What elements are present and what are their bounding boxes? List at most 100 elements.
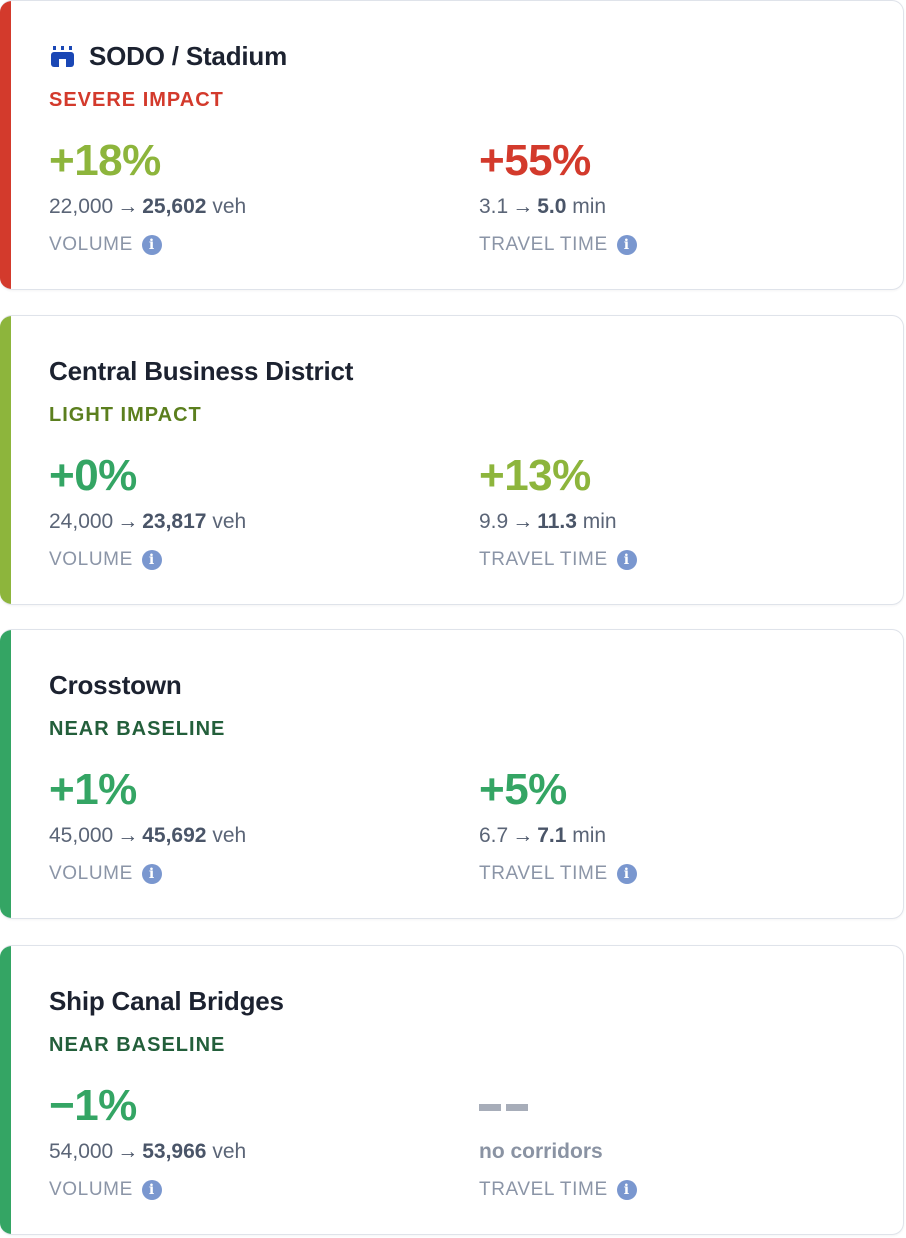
- travel-time-metric: +55% 3.1 → 5.0 min TRAVEL TIME i: [479, 135, 879, 256]
- info-icon[interactable]: i: [616, 864, 637, 884]
- travel-time-no-data-dash: [479, 1080, 879, 1132]
- travel-time-projected: 7.1: [537, 824, 567, 847]
- dash-icon: [479, 1080, 529, 1132]
- card-title-text: Ship Canal Bridges: [49, 986, 284, 1016]
- travel-time-label-row: TRAVEL TIME i: [479, 1179, 879, 1201]
- volume-detail: 22,000 → 25,602 veh: [49, 193, 449, 221]
- info-icon[interactable]: i: [616, 235, 637, 255]
- impact-level: LIGHT IMPACT: [49, 404, 202, 426]
- volume-unit: veh: [212, 195, 247, 218]
- impact-level: NEAR BASELINE: [49, 718, 226, 740]
- card-title-text: SODO / Stadium: [89, 41, 288, 71]
- impact-card-sodo-stadium: SODO / Stadium SEVERE IMPACT +18% 22,000…: [0, 0, 904, 290]
- card-title-text: Central Business District: [49, 356, 354, 386]
- travel-time-baseline: 6.7: [479, 824, 509, 847]
- impact-level: SEVERE IMPACT: [49, 89, 224, 111]
- travel-time-detail: 3.1 → 5.0 min: [479, 193, 879, 221]
- volume-label-row: VOLUME i: [49, 1179, 449, 1201]
- volume-change-pct: +0%: [49, 451, 137, 500]
- travel-time-change-pct: +13%: [479, 451, 591, 500]
- card-title: SODO / Stadium: [49, 41, 287, 72]
- card-title: Central Business District: [49, 356, 353, 387]
- arrow-glyph: →: [117, 824, 139, 847]
- travel-time-label: TRAVEL TIME: [479, 234, 608, 255]
- volume-baseline: 22,000: [49, 195, 114, 218]
- volume-metric: +0% 24,000 → 23,817 veh VOLUME i: [49, 450, 449, 571]
- card-title-text: Crosstown: [49, 670, 182, 700]
- travel-time-baseline: 3.1: [479, 195, 509, 218]
- travel-time-projected: 11.3: [537, 510, 577, 533]
- card-title: Crosstown: [49, 670, 182, 701]
- volume-detail: 24,000 → 23,817 veh: [49, 508, 449, 536]
- volume-metric: +18% 22,000 → 25,602 veh VOLUME i: [49, 135, 449, 256]
- no-corridors-text: no corridors: [479, 1140, 603, 1163]
- severity-accent-bar: [0, 316, 11, 604]
- volume-change-pct: +1%: [49, 765, 137, 814]
- volume-projected: 23,817: [142, 510, 207, 533]
- travel-time-label-row: TRAVEL TIME i: [479, 549, 879, 571]
- impact-card-central-business-district: Central Business District LIGHT IMPACT +…: [0, 315, 904, 605]
- travel-time-change-pct: +55%: [479, 136, 591, 185]
- volume-detail: 45,000 → 45,692 veh: [49, 822, 449, 850]
- travel-time-metric: +5% 6.7 → 7.1 min TRAVEL TIME i: [479, 764, 879, 885]
- arrow-glyph: →: [117, 1140, 139, 1163]
- volume-baseline: 24,000: [49, 510, 114, 533]
- info-icon[interactable]: i: [616, 1180, 637, 1200]
- volume-label: VOLUME: [49, 863, 133, 884]
- info-icon[interactable]: i: [141, 1180, 162, 1200]
- travel-time-projected: 5.0: [537, 195, 567, 218]
- severity-accent-bar: [0, 946, 11, 1234]
- volume-metric: +1% 45,000 → 45,692 veh VOLUME i: [49, 764, 449, 885]
- travel-time-label-row: TRAVEL TIME i: [479, 863, 879, 885]
- travel-time-baseline: 9.9: [479, 510, 509, 533]
- travel-time-detail: 6.7 → 7.1 min: [479, 822, 879, 850]
- volume-label-row: VOLUME i: [49, 549, 449, 571]
- severity-accent-bar: [0, 1, 11, 289]
- volume-change-pct: −1%: [49, 1081, 137, 1130]
- volume-label-row: VOLUME i: [49, 863, 449, 885]
- impact-card-crosstown: Crosstown NEAR BASELINE +1% 45,000 → 45,69…: [0, 629, 904, 919]
- volume-projected: 45,692: [142, 824, 207, 847]
- info-icon[interactable]: i: [141, 550, 162, 570]
- travel-time-unit: min: [582, 510, 617, 533]
- stadium-icon: [49, 45, 76, 69]
- travel-time-unit: min: [572, 824, 607, 847]
- volume-unit: veh: [212, 1140, 247, 1163]
- arrow-glyph: →: [512, 824, 534, 847]
- volume-projected: 25,602: [142, 195, 207, 218]
- travel-time-unit: min: [572, 195, 607, 218]
- arrow-glyph: →: [117, 510, 139, 533]
- severity-accent-bar: [0, 630, 11, 918]
- travel-time-metric: +13% 9.9 → 11.3 min TRAVEL TIME i: [479, 450, 879, 571]
- volume-baseline: 45,000: [49, 824, 114, 847]
- travel-time-label-row: TRAVEL TIME i: [479, 234, 879, 256]
- travel-time-metric: no corridors TRAVEL TIME i: [479, 1080, 879, 1201]
- travel-time-detail: 9.9 → 11.3 min: [479, 508, 879, 536]
- volume-label: VOLUME: [49, 234, 133, 255]
- impact-card-ship-canal-bridges: Ship Canal Bridges NEAR BASELINE −1% 54,…: [0, 945, 904, 1235]
- travel-time-label: TRAVEL TIME: [479, 1179, 608, 1200]
- travel-time-detail: no corridors: [479, 1138, 879, 1166]
- volume-label: VOLUME: [49, 549, 133, 570]
- volume-change-pct: +18%: [49, 136, 161, 185]
- volume-baseline: 54,000: [49, 1140, 114, 1163]
- volume-projected: 53,966: [142, 1140, 207, 1163]
- arrow-glyph: →: [117, 195, 139, 218]
- volume-detail: 54,000 → 53,966 veh: [49, 1138, 449, 1166]
- info-icon[interactable]: i: [141, 864, 162, 884]
- card-title: Ship Canal Bridges: [49, 986, 284, 1017]
- impact-level: NEAR BASELINE: [49, 1034, 226, 1056]
- travel-time-label: TRAVEL TIME: [479, 549, 608, 570]
- info-icon[interactable]: i: [616, 550, 637, 570]
- travel-time-change-pct: +5%: [479, 765, 567, 814]
- volume-unit: veh: [212, 510, 247, 533]
- arrow-glyph: →: [512, 195, 534, 218]
- travel-time-label: TRAVEL TIME: [479, 863, 608, 884]
- volume-label-row: VOLUME i: [49, 234, 449, 256]
- volume-label: VOLUME: [49, 1179, 133, 1200]
- info-icon[interactable]: i: [141, 235, 162, 255]
- volume-unit: veh: [212, 824, 247, 847]
- volume-metric: −1% 54,000 → 53,966 veh VOLUME i: [49, 1080, 449, 1201]
- arrow-glyph: →: [512, 510, 534, 533]
